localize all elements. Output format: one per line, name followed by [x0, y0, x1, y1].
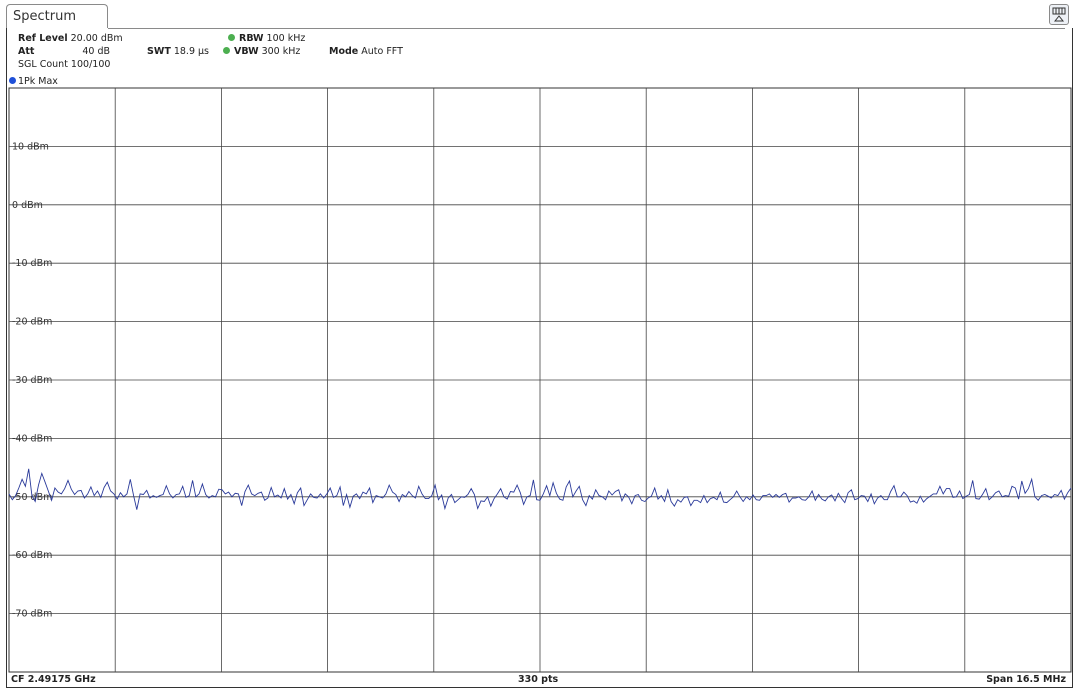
trace-dot-icon — [9, 77, 16, 84]
center-frequency: CF 2.49175 GHz — [11, 674, 96, 685]
tab-bar-line — [108, 28, 1065, 29]
display-config-button[interactable] — [1049, 4, 1069, 25]
mode: Mode Auto FFT — [329, 46, 403, 57]
y-tick-label: -50 dBm — [12, 492, 52, 503]
rbw-status-dot — [228, 34, 235, 41]
mode-value: Auto FFT — [361, 46, 403, 57]
sweep-points: 330 pts — [518, 674, 559, 685]
att-value: 40 dB — [82, 46, 110, 57]
trace-1pk-max-line — [8, 468, 1072, 511]
rbw-value: 100 kHz — [266, 33, 306, 44]
trace-label-text: 1Pk Max — [18, 76, 58, 87]
vbw-value: 300 kHz — [261, 46, 301, 57]
tab-label: Spectrum — [13, 9, 76, 24]
y-tick-label: -60 dBm — [12, 550, 52, 561]
tab-spectrum[interactable]: Spectrum — [6, 4, 108, 28]
y-tick-label: 10 dBm — [12, 141, 49, 152]
swt: SWT 18.9 µs — [147, 46, 210, 57]
y-tick-label: -40 dBm — [12, 433, 52, 444]
ref-level-label: Ref Level — [18, 33, 68, 44]
ref-level-value: 20.00 dBm — [70, 33, 123, 44]
vbw-status-dot — [223, 47, 230, 54]
trace-label: 1Pk Max — [9, 76, 58, 87]
sgl-count: SGL Count 100/100 — [18, 59, 111, 70]
swt-value: 18.9 µs — [173, 46, 210, 57]
y-tick-label: -10 dBm — [12, 258, 52, 269]
display-config-icon — [1052, 7, 1066, 22]
y-tick-label: -30 dBm — [12, 375, 52, 386]
ref-level: Ref Level 20.00 dBm — [18, 33, 123, 44]
y-tick-label: -20 dBm — [12, 317, 52, 328]
vbw: VBW 300 kHz — [223, 46, 300, 57]
span: Span 16.5 MHz — [986, 674, 1066, 685]
y-tick-label: -70 dBm — [12, 609, 52, 620]
y-tick-label: 0 dBm — [12, 200, 43, 211]
rbw: RBW 100 kHz — [228, 33, 305, 44]
att-label: Att — [18, 46, 35, 57]
